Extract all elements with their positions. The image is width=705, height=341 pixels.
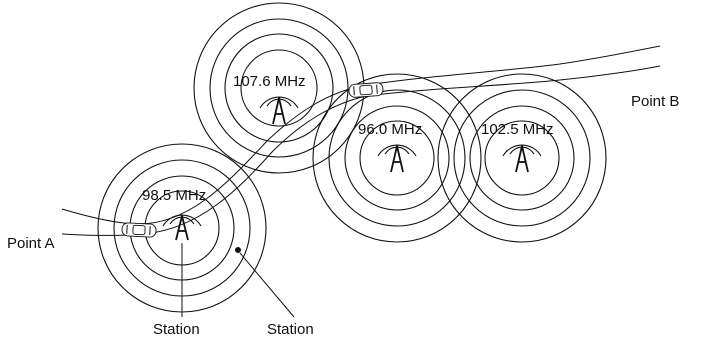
radio-tower-icon: [162, 214, 202, 241]
coverage-point-marker: [235, 247, 241, 253]
station-frequency-label: 102.5 MHz: [481, 121, 554, 138]
station-frequency-label: 98.5 MHz: [142, 187, 206, 204]
car-icon: [121, 222, 157, 238]
radio-tower-icon: [502, 144, 542, 173]
coverage-rings-station-4: [437, 73, 607, 243]
coverage-rings: [97, 2, 607, 313]
radio-tower-icon: [259, 96, 299, 125]
station-96-0: 96.0 MHz: [358, 121, 422, 173]
car-icon: [348, 82, 384, 98]
coverage-rings-station-3: [312, 73, 482, 243]
station-98-5: 98.5 MHz: [142, 187, 206, 241]
station-107-6: 107.6 MHz: [233, 73, 306, 125]
point-b-label: Point B: [631, 93, 679, 110]
station-102-5: 102.5 MHz: [481, 121, 554, 173]
point-a-label: Point A: [7, 235, 55, 252]
station-frequency-label: 96.0 MHz: [358, 121, 422, 138]
station-callout: Station: [153, 243, 200, 338]
station-coverage-callout: Station: [235, 247, 314, 338]
station-frequency-label: 107.6 MHz: [233, 73, 306, 90]
station-coverage-callout-label: Station: [267, 321, 314, 338]
radio-tower-icon: [377, 144, 417, 173]
station-callout-label: Station: [153, 321, 200, 338]
callout-leader-line: [239, 252, 295, 318]
